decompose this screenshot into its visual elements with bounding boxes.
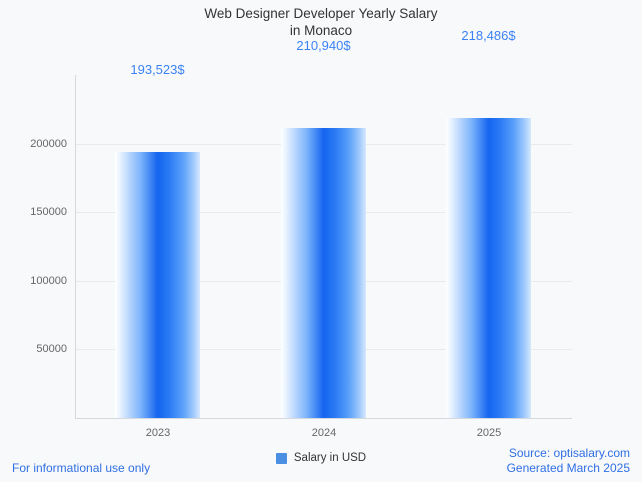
x-tick-label-2025: 2025: [476, 427, 502, 439]
x-tick-label-2023: 2023: [145, 427, 171, 439]
bar-2025[interactable]: [446, 118, 531, 418]
bar-value-2023: 193,523$: [130, 62, 185, 77]
legend-item-label[interactable]: Salary in USD: [293, 452, 367, 464]
bar-2023[interactable]: [115, 152, 200, 418]
bar-value-2025: 218,486$: [461, 28, 516, 43]
y-axis-line: [75, 75, 76, 418]
y-tick-label-50000: 50000: [36, 343, 67, 355]
bar-value-2024: 210,940$: [296, 38, 351, 53]
y-tick-label-150000: 150000: [30, 206, 67, 218]
generated-date-text: Generated March 2025: [506, 461, 630, 475]
source-text: Source: optisalary.com: [508, 446, 630, 460]
chart-legend[interactable]: Salary in USD: [0, 452, 642, 464]
chart-title: Web Designer Developer Yearly Salary in …: [0, 5, 642, 39]
bar-2024[interactable]: [281, 128, 366, 418]
x-axis-line: [75, 418, 572, 419]
chart-title-line-2: in Monaco: [289, 23, 353, 38]
x-tick-label-2024: 2024: [311, 427, 337, 439]
y-tick-label-200000: 200000: [30, 138, 67, 150]
disclaimer-text: For informational use only: [12, 461, 151, 475]
chart-title-line-1: Web Designer Developer Yearly Salary: [204, 6, 438, 21]
legend-swatch-icon: [275, 452, 287, 464]
footer-attribution: Source: optisalary.com Generated March 2…: [507, 446, 630, 476]
y-tick-label-100000: 100000: [30, 275, 67, 287]
plot-area: 50000 100000 150000 200000 193,523$ 210,…: [30, 28, 572, 439]
